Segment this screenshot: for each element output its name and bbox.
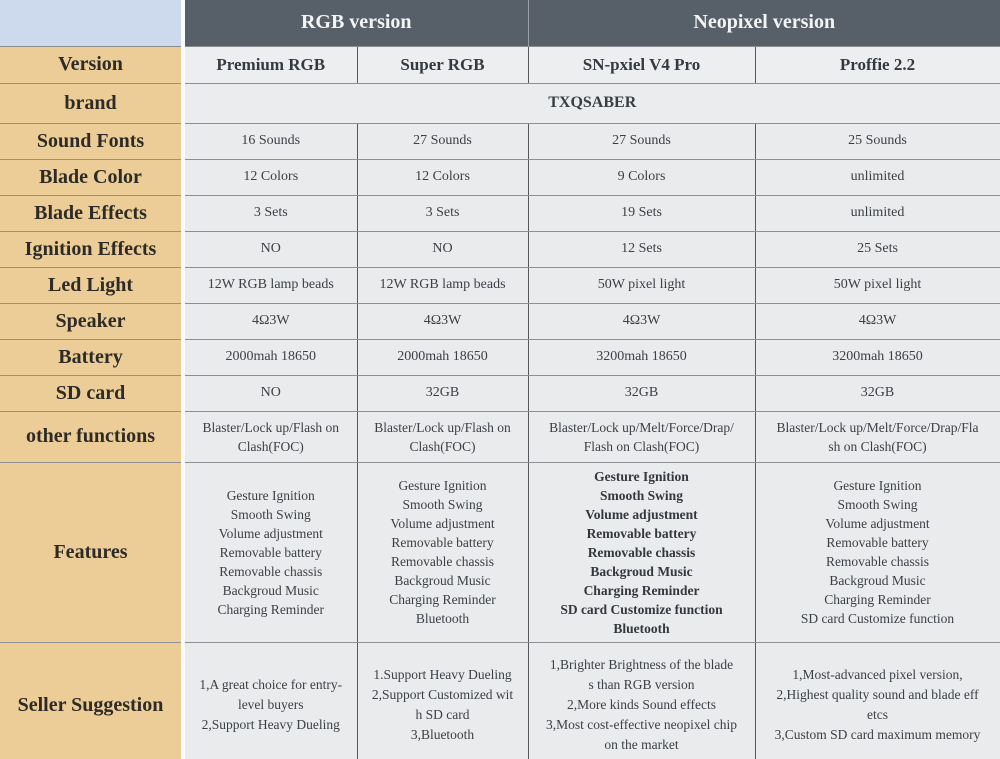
version-cell-proffie-2-2: Proffie 2.2 xyxy=(754,45,1000,84)
value-cell: Blaster/Lock up/Flash on Clash(FOC) xyxy=(182,410,358,463)
value-cell: 19 Sets xyxy=(527,194,756,232)
value-cell: 4Ω3W xyxy=(527,302,756,340)
row-label-sound-fonts: Sound Fonts xyxy=(0,122,185,160)
value-cell: 3200mah 18650 xyxy=(527,338,756,376)
value-cell: 25 Sets xyxy=(754,230,1000,268)
value-cell: 12W RGB lamp beads xyxy=(356,266,529,304)
version-cell-premium-rgb: Premium RGB xyxy=(182,45,358,84)
value-cell: 1.Support Heavy Dueling 2,Support Custom… xyxy=(356,641,529,759)
value-cell: 9 Colors xyxy=(527,158,756,196)
row-label-seller-suggestion: Seller Suggestion xyxy=(0,641,185,759)
row-label-sd-card: SD card xyxy=(0,374,185,412)
brand-cell: TXQSABER xyxy=(182,82,1000,124)
row-label-speaker: Speaker xyxy=(0,302,185,340)
value-cell: Blaster/Lock up/Melt/Force/Drap/ Flash o… xyxy=(527,410,756,463)
value-cell: 4Ω3W xyxy=(356,302,529,340)
value-cell: 1,Most-advanced pixel version, 2,Highest… xyxy=(754,641,1000,759)
value-cell: 32GB xyxy=(754,374,1000,412)
value-cell: Blaster/Lock up/Melt/Force/Drap/Fla sh o… xyxy=(754,410,1000,463)
row-label-brand: brand xyxy=(0,82,185,124)
group-header-rgb-version: RGB version xyxy=(183,0,528,47)
value-cell: NO xyxy=(356,230,529,268)
value-cell: 2000mah 18650 xyxy=(356,338,529,376)
value-cell: 3 Sets xyxy=(356,194,529,232)
version-cell-sn-pxiel-v4-pro: SN-pxiel V4 Pro xyxy=(527,45,756,84)
value-cell: 12W RGB lamp beads xyxy=(182,266,358,304)
value-cell: 32GB xyxy=(356,374,529,412)
value-cell: Gesture Ignition Smooth Swing Volume adj… xyxy=(356,461,529,643)
value-cell: 50W pixel light xyxy=(754,266,1000,304)
table-row-features: Features Gesture Ignition Smooth Swing V… xyxy=(0,461,1000,643)
value-cell: 12 Colors xyxy=(356,158,529,196)
value-cell: 3200mah 18650 xyxy=(754,338,1000,376)
table-row-blade-effects: Blade Effects 3 Sets 3 Sets 19 Sets unli… xyxy=(0,194,1000,232)
value-cell: 50W pixel light xyxy=(527,266,756,304)
value-cell: 2000mah 18650 xyxy=(182,338,358,376)
row-label-other-functions: other functions xyxy=(0,410,185,463)
value-cell: 1,Brighter Brightness of the blade s tha… xyxy=(527,641,756,759)
value-cell: Gesture Ignition Smooth Swing Volume adj… xyxy=(527,461,756,643)
value-cell: 3 Sets xyxy=(182,194,358,232)
version-cell-super-rgb: Super RGB xyxy=(356,45,529,84)
row-label-features: Features xyxy=(0,461,185,643)
table-row-battery: Battery 2000mah 18650 2000mah 18650 3200… xyxy=(0,338,1000,376)
table-header-row: RGB version Neopixel version xyxy=(0,0,1000,47)
table-row-other-functions: other functions Blaster/Lock up/Flash on… xyxy=(0,410,1000,463)
value-cell: 1,A great choice for entry- level buyers… xyxy=(182,641,358,759)
row-label-version: Version xyxy=(0,45,185,84)
value-cell: 12 Sets xyxy=(527,230,756,268)
corner-cell xyxy=(0,0,185,47)
table-row-sound-fonts: Sound Fonts 16 Sounds 27 Sounds 27 Sound… xyxy=(0,122,1000,160)
value-cell: 27 Sounds xyxy=(356,122,529,160)
value-cell: 12 Colors xyxy=(182,158,358,196)
group-header-neopixel-version: Neopixel version xyxy=(527,0,1000,47)
table-row-seller-suggestion: Seller Suggestion 1,A great choice for e… xyxy=(0,641,1000,759)
value-cell: 25 Sounds xyxy=(754,122,1000,160)
value-cell: NO xyxy=(182,374,358,412)
table-row-sd-card: SD card NO 32GB 32GB 32GB xyxy=(0,374,1000,412)
table-row-blade-color: Blade Color 12 Colors 12 Colors 9 Colors… xyxy=(0,158,1000,196)
value-cell: unlimited xyxy=(754,158,1000,196)
row-label-battery: Battery xyxy=(0,338,185,376)
value-cell: 32GB xyxy=(527,374,756,412)
table-row-speaker: Speaker 4Ω3W 4Ω3W 4Ω3W 4Ω3W xyxy=(0,302,1000,340)
value-cell: 16 Sounds xyxy=(182,122,358,160)
table-row-ignition-effects: Ignition Effects NO NO 12 Sets 25 Sets xyxy=(0,230,1000,268)
value-cell: unlimited xyxy=(754,194,1000,232)
row-label-ignition-effects: Ignition Effects xyxy=(0,230,185,268)
value-cell: NO xyxy=(182,230,358,268)
value-cell: Gesture Ignition Smooth Swing Volume adj… xyxy=(182,461,358,643)
value-cell: 27 Sounds xyxy=(527,122,756,160)
table-row-led-light: Led Light 12W RGB lamp beads 12W RGB lam… xyxy=(0,266,1000,304)
table-row-version: Version Premium RGB Super RGB SN-pxiel V… xyxy=(0,45,1000,84)
row-label-blade-effects: Blade Effects xyxy=(0,194,185,232)
row-label-blade-color: Blade Color xyxy=(0,158,185,196)
value-cell: 4Ω3W xyxy=(182,302,358,340)
value-cell: Blaster/Lock up/Flash on Clash(FOC) xyxy=(356,410,529,463)
value-cell: 4Ω3W xyxy=(754,302,1000,340)
table-row-brand: brand TXQSABER xyxy=(0,82,1000,124)
value-cell: Gesture Ignition Smooth Swing Volume adj… xyxy=(754,461,1000,643)
row-label-led-light: Led Light xyxy=(0,266,185,304)
